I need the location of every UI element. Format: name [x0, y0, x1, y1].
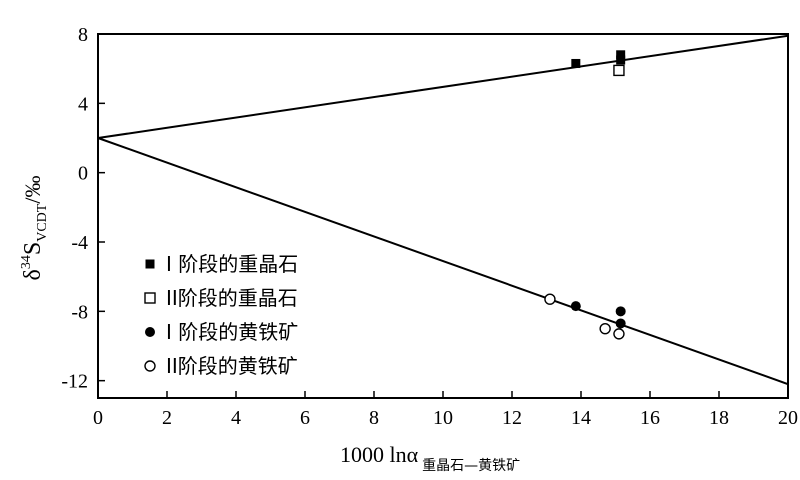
- legend: I 阶段的重晶石 II阶段的重晶石 I 阶段的黄铁矿 II阶段的黄铁矿: [144, 252, 298, 378]
- x-axis-title-main: 1000 lnα: [340, 442, 419, 467]
- y-tick-label-8: 8: [78, 24, 88, 46]
- data-point-s1-3: [616, 55, 626, 65]
- y-axis-title-s: S: [20, 242, 46, 255]
- data-point-s4-1: [544, 293, 556, 305]
- y-axis-title: δ34SVCDT/‰: [19, 176, 50, 281]
- data-point-s4-3: [613, 328, 625, 340]
- legend-marker-4: [144, 360, 156, 372]
- y-axis-title-sup: 34: [19, 255, 34, 269]
- x-tick-label-14: 14: [571, 407, 591, 429]
- x-tick-label-12: 12: [502, 407, 522, 429]
- x-tick-label-0: 0: [93, 407, 103, 429]
- y-tick-label-0: 0: [78, 163, 88, 185]
- data-point-s2-1: [613, 64, 625, 77]
- x-tick-label-6: 6: [300, 407, 310, 429]
- legend-label-2: II阶段的重晶石: [166, 286, 298, 310]
- plot-content: [97, 34, 789, 386]
- legend-marker-2: [144, 292, 156, 304]
- y-axis-title-unit: /‰: [20, 176, 45, 204]
- data-point-s3-3: [615, 318, 626, 329]
- legend-label-3: I 阶段的黄铁矿: [166, 320, 298, 344]
- y-tick-label-4: 4: [78, 93, 88, 115]
- data-point-s1-2: [616, 50, 626, 60]
- x-tick-label-8: 8: [369, 407, 379, 429]
- legend-marker-1: [145, 259, 155, 269]
- x-tick-label-20: 20: [778, 407, 798, 429]
- fit-line-1: [97, 34, 789, 139]
- y-axis-title-delta: δ: [20, 269, 46, 280]
- y-axis: 8 4 0 -4 -8 -12: [61, 24, 105, 393]
- data-point-s3-2: [615, 306, 626, 317]
- x-axis: 0 2 4 6 8 10 12 14 16 18 20: [93, 391, 798, 429]
- data-point-s1-1: [571, 58, 581, 68]
- data-point-s4-2: [599, 322, 611, 335]
- legend-label-1: I 阶段的重晶石: [166, 252, 298, 276]
- x-axis-title-sub: 重晶石—黄铁矿: [422, 457, 520, 474]
- y-tick-label--4: -4: [71, 232, 88, 254]
- legend-marker-3: [145, 327, 155, 337]
- y-tick-label--8: -8: [71, 301, 88, 323]
- legend-label-4: II阶段的黄铁矿: [166, 354, 298, 378]
- x-tick-label-10: 10: [433, 407, 453, 429]
- y-axis-title-sub: VCDT: [35, 203, 50, 242]
- x-tick-label-4: 4: [231, 407, 241, 429]
- fit-line-2: [97, 137, 789, 386]
- x-tick-label-18: 18: [709, 407, 729, 429]
- x-tick-label-16: 16: [640, 407, 660, 429]
- data-point-s3-1: [570, 301, 581, 312]
- y-tick-label--12: -12: [61, 371, 88, 393]
- x-tick-label-2: 2: [162, 407, 172, 429]
- x-axis-title: 1000 lnα 重晶石—黄铁矿: [340, 442, 520, 474]
